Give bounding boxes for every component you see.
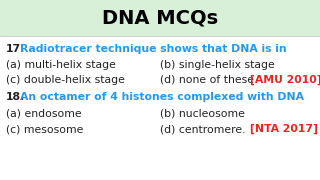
Text: 17.: 17. [6,44,25,54]
Text: (b) single-helix stage: (b) single-helix stage [160,60,275,70]
Text: DNA MCQs: DNA MCQs [102,8,218,28]
Text: Radiotracer technique shows that DNA is in: Radiotracer technique shows that DNA is … [20,44,287,54]
Text: (c) double-helix stage: (c) double-helix stage [6,75,125,85]
Text: (b) nucleosome: (b) nucleosome [160,108,245,118]
Text: (a) multi-helix stage: (a) multi-helix stage [6,60,116,70]
Text: [NTA 2017]: [NTA 2017] [250,124,318,134]
Text: An octamer of 4 histones complexed with DNA: An octamer of 4 histones complexed with … [20,92,304,102]
Text: (a) endosome: (a) endosome [6,108,82,118]
FancyBboxPatch shape [0,0,320,36]
Text: (c) mesosome: (c) mesosome [6,124,84,134]
Text: 18.: 18. [6,92,25,102]
Text: (d) none of these: (d) none of these [160,75,254,85]
Text: (d) centromere.: (d) centromere. [160,124,245,134]
Text: [AMU 2010]: [AMU 2010] [250,75,320,85]
